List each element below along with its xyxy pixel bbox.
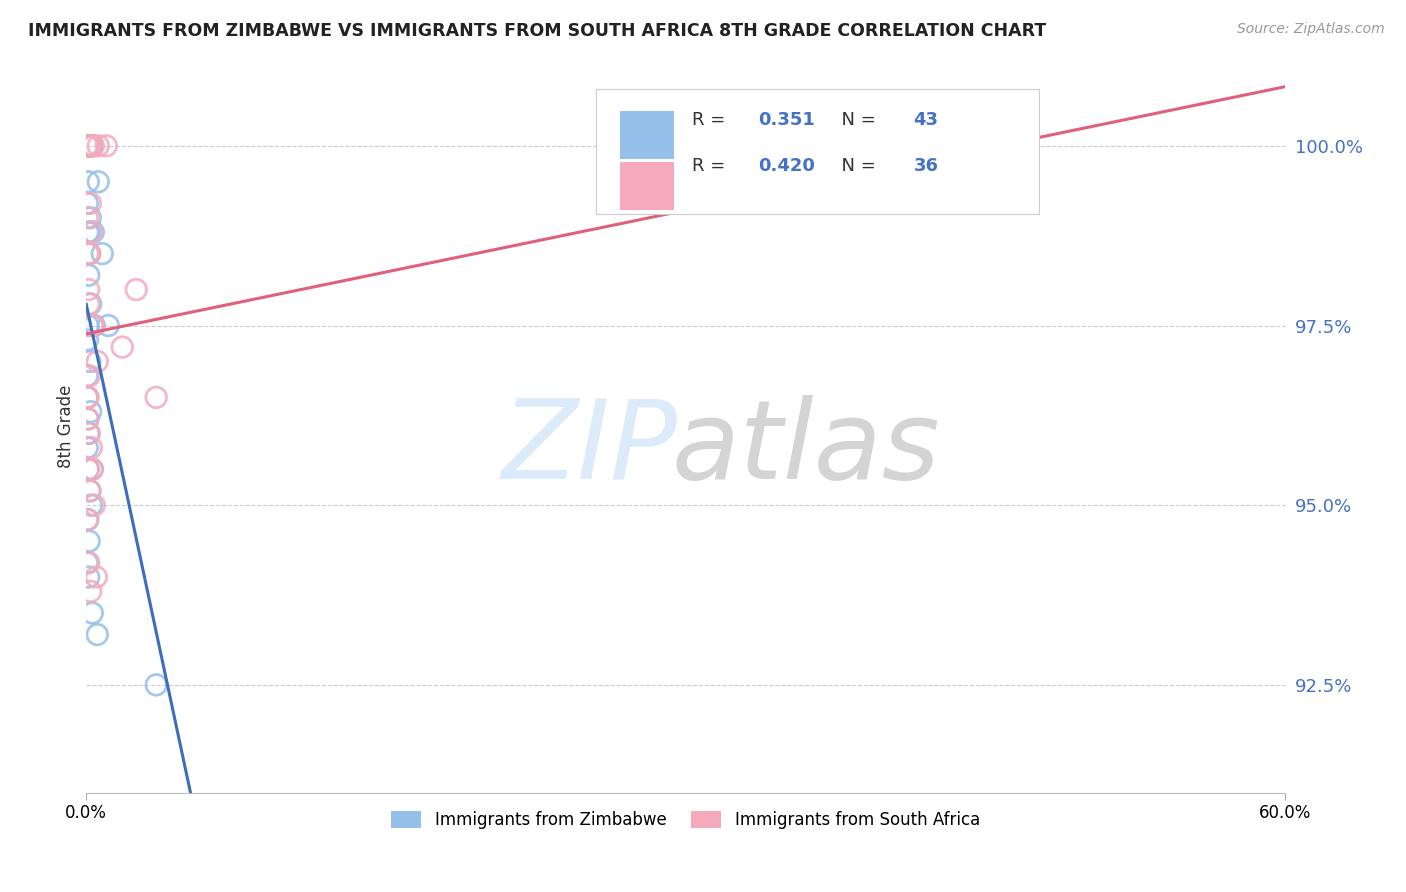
Text: R =: R = [692,157,731,175]
Point [77,462,100,476]
Point [77,512,100,526]
Point [77,412,100,426]
Point [79,138,101,153]
Point [76,390,98,404]
Point [77,390,100,404]
Point [80,441,103,455]
Point [87,175,110,189]
Point [77,297,100,311]
Point [77,462,100,476]
Point [86,354,108,368]
FancyBboxPatch shape [620,111,673,159]
Point [77,570,100,584]
Text: R =: R = [692,111,731,129]
Text: IMMIGRANTS FROM ZIMBABWE VS IMMIGRANTS FROM SOUTH AFRICA 8TH GRADE CORRELATION C: IMMIGRANTS FROM ZIMBABWE VS IMMIGRANTS F… [28,22,1046,40]
Point [96,138,118,153]
Point [77,138,100,153]
Point [76,196,98,211]
Point [80,138,103,153]
Point [79,138,101,153]
Point [77,138,100,153]
Point [77,318,100,333]
Y-axis label: 8th Grade: 8th Grade [58,384,75,467]
Point [77,534,100,549]
Point [82,318,104,333]
Point [79,354,101,368]
Point [77,175,100,189]
Point [86,627,108,641]
Point [76,556,98,570]
Point [79,138,101,153]
Point [974,138,997,153]
Text: 36: 36 [914,157,939,175]
Text: N =: N = [830,111,882,129]
Point [82,606,104,620]
Point [77,556,100,570]
Point [82,462,104,476]
Point [111,340,134,354]
Point [77,138,100,153]
Point [80,138,103,153]
Point [79,138,101,153]
Point [79,584,101,599]
Point [77,246,100,260]
Point [76,368,98,383]
Point [79,246,101,260]
Point [125,283,148,297]
Point [77,225,100,239]
Text: atlas: atlas [671,394,941,501]
Point [83,318,105,333]
Point [82,225,104,239]
Text: Source: ZipAtlas.com: Source: ZipAtlas.com [1237,22,1385,37]
Point [76,441,98,455]
Point [82,318,104,333]
Text: N =: N = [830,157,882,175]
Point [79,426,101,441]
Point [77,268,100,283]
Point [76,211,98,225]
Point [76,138,98,153]
Point [145,390,167,404]
Text: 43: 43 [914,111,939,129]
Point [76,333,98,347]
Point [77,426,100,441]
Point [79,211,101,225]
Point [91,246,114,260]
Point [76,512,98,526]
Point [76,138,98,153]
Point [79,368,101,383]
Point [77,412,100,426]
Point [79,297,101,311]
Point [97,318,120,333]
Point [79,483,101,498]
Point [77,138,100,153]
FancyBboxPatch shape [620,162,673,210]
Point [82,138,104,153]
Point [77,138,100,153]
Point [79,196,101,211]
Text: ZIP: ZIP [502,394,678,501]
Point [79,138,101,153]
Point [79,138,101,153]
Point [82,462,104,476]
Point [79,405,101,419]
Point [145,678,167,692]
FancyBboxPatch shape [596,89,1039,213]
Point [80,225,103,239]
Text: 0.351: 0.351 [758,111,814,129]
Point [79,225,101,239]
Point [83,498,105,512]
Point [80,498,103,512]
Point [79,483,101,498]
Text: 0.420: 0.420 [758,157,814,175]
Point [79,246,101,260]
Point [84,570,107,584]
Point [77,390,100,404]
Legend: Immigrants from Zimbabwe, Immigrants from South Africa: Immigrants from Zimbabwe, Immigrants fro… [385,804,987,836]
Point [87,138,110,153]
Point [77,283,100,297]
